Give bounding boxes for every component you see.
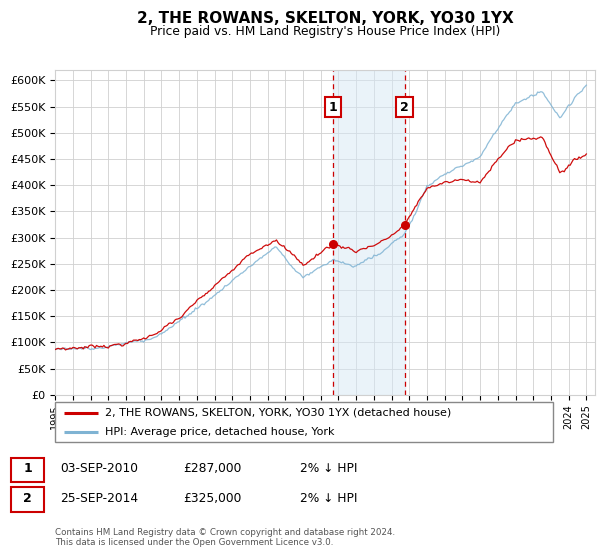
- Text: 2, THE ROWANS, SKELTON, YORK, YO30 1YX (detached house): 2, THE ROWANS, SKELTON, YORK, YO30 1YX (…: [105, 408, 451, 418]
- Text: 2, THE ROWANS, SKELTON, YORK, YO30 1YX: 2, THE ROWANS, SKELTON, YORK, YO30 1YX: [137, 11, 514, 26]
- Text: £325,000: £325,000: [183, 492, 241, 505]
- Text: 1: 1: [328, 101, 337, 114]
- Text: £287,000: £287,000: [183, 462, 241, 475]
- Text: Price paid vs. HM Land Registry's House Price Index (HPI): Price paid vs. HM Land Registry's House …: [150, 25, 500, 38]
- Text: 25-SEP-2014: 25-SEP-2014: [60, 492, 138, 505]
- Text: This data is licensed under the Open Government Licence v3.0.: This data is licensed under the Open Gov…: [55, 538, 334, 547]
- Text: Contains HM Land Registry data © Crown copyright and database right 2024.: Contains HM Land Registry data © Crown c…: [55, 528, 395, 536]
- Text: 2: 2: [400, 101, 409, 114]
- Bar: [332, 70, 404, 395]
- FancyBboxPatch shape: [55, 402, 553, 442]
- Text: HPI: Average price, detached house, York: HPI: Average price, detached house, York: [105, 427, 335, 437]
- Text: 1: 1: [23, 462, 32, 475]
- Text: 2% ↓ HPI: 2% ↓ HPI: [300, 462, 358, 475]
- Text: 2% ↓ HPI: 2% ↓ HPI: [300, 492, 358, 505]
- Text: 03-SEP-2010: 03-SEP-2010: [60, 462, 138, 475]
- Text: 2: 2: [23, 492, 32, 505]
